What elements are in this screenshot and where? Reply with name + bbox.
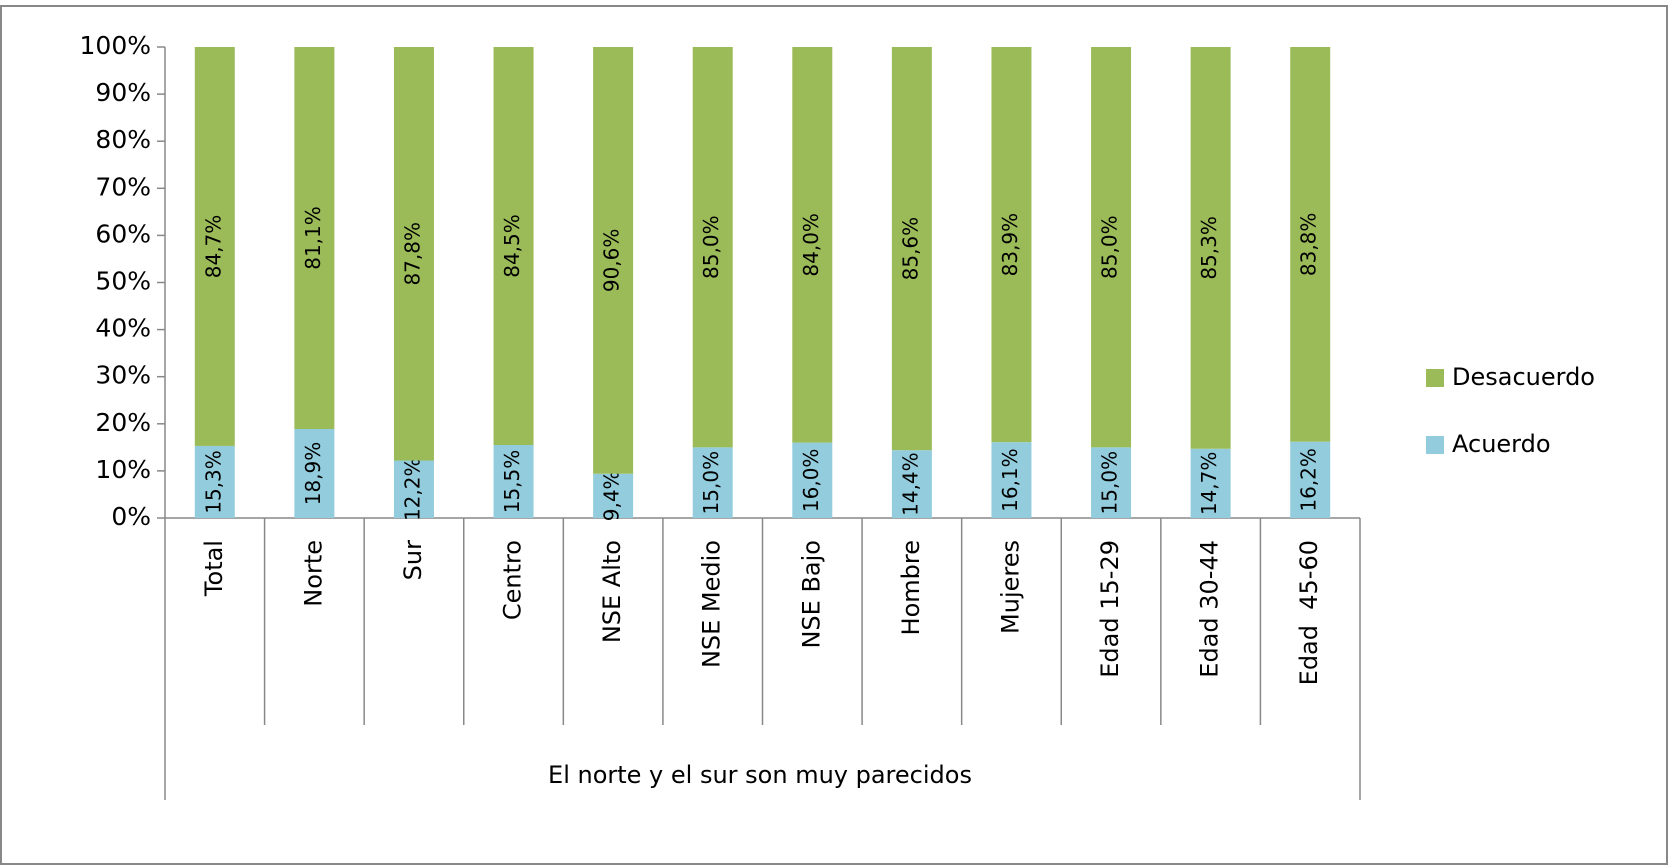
legend-swatch — [1426, 369, 1444, 387]
value-label: 9,4% — [600, 470, 624, 521]
value-label: 87,8% — [400, 222, 424, 286]
bar-segment — [493, 47, 534, 445]
x-tick-label: NSE Medio — [698, 540, 726, 668]
value-label: 15,0% — [699, 451, 723, 515]
value-label: 84,5% — [500, 214, 524, 278]
x-tick-label: Edad 15-29 — [1096, 540, 1124, 678]
y-tick-label: 20% — [95, 408, 151, 437]
value-label: 85,6% — [898, 217, 922, 281]
value-label: 14,4% — [898, 452, 922, 516]
bar-segment — [194, 445, 235, 518]
bar-segment — [991, 442, 1032, 518]
y-tick-label: 0% — [111, 502, 151, 531]
y-tick-label: 30% — [95, 361, 151, 390]
bar-segment — [593, 473, 634, 518]
y-tick-label: 100% — [80, 31, 151, 60]
y-tick-label: 60% — [95, 219, 151, 248]
legend-swatch — [1426, 436, 1444, 454]
value-label: 83,9% — [998, 213, 1022, 277]
value-label: 84,7% — [201, 215, 225, 279]
value-label: 81,1% — [301, 206, 325, 270]
bar-segment — [493, 444, 534, 518]
value-label: 14,7% — [1197, 452, 1221, 516]
bar-segment — [294, 428, 335, 518]
y-tick-label: 70% — [95, 172, 151, 201]
value-label: 18,9% — [301, 442, 325, 506]
y-tick-label: 90% — [95, 78, 151, 107]
value-label: 85,3% — [1197, 216, 1221, 280]
bar-segment — [294, 47, 335, 429]
bar-segment — [891, 450, 932, 518]
value-label: 15,3% — [201, 450, 225, 514]
bar-segment — [393, 460, 434, 518]
bar-segment — [1290, 441, 1331, 518]
bar-segment — [1190, 47, 1231, 449]
x-tick-label: Total — [200, 540, 228, 597]
value-label: 84,0% — [799, 213, 823, 277]
bar-segment — [991, 47, 1032, 443]
y-tick-label: 10% — [95, 455, 151, 484]
legend-label: Acuerdo — [1452, 430, 1551, 458]
value-label: 12,2% — [400, 457, 424, 521]
value-label: 83,8% — [1297, 213, 1321, 277]
x-tick-label: NSE Alto — [598, 540, 626, 643]
x-tick-label: Hombre — [897, 540, 925, 635]
legend-label: Desacuerdo — [1452, 363, 1595, 391]
x-group-label: El norte y el sur son muy parecidos — [548, 761, 972, 789]
chart-frame — [0, 5, 1668, 865]
x-tick-label: Sur — [399, 540, 427, 580]
value-label: 16,1% — [998, 448, 1022, 512]
y-tick-label: 80% — [95, 125, 151, 154]
bar-segment — [692, 47, 733, 448]
value-label: 15,5% — [500, 450, 524, 514]
bar-segment — [1091, 447, 1132, 518]
x-tick-label: Norte — [299, 540, 327, 607]
value-label: 16,2% — [1297, 448, 1321, 512]
x-tick-label: Edad 30-44 — [1196, 540, 1224, 678]
bar-segment — [194, 47, 235, 446]
bar-segment — [692, 447, 733, 518]
bar-segment — [891, 47, 932, 451]
bar-segment — [792, 442, 833, 518]
bar-segment — [1290, 47, 1331, 442]
value-label: 15,0% — [1098, 451, 1122, 515]
bar-segment — [1190, 448, 1231, 518]
y-tick-label: 40% — [95, 314, 151, 343]
bar-segment — [393, 47, 434, 461]
x-tick-label: Edad 45-60 — [1295, 540, 1323, 685]
bar-segment — [792, 47, 833, 443]
bar-segment — [1091, 47, 1132, 448]
y-tick-label: 50% — [95, 267, 151, 296]
value-label: 85,0% — [1098, 215, 1122, 279]
x-tick-label: Mujeres — [996, 540, 1024, 634]
bar-segment — [593, 47, 634, 474]
x-tick-label: Centro — [499, 540, 527, 620]
x-tick-label: NSE Bajo — [797, 540, 825, 649]
value-label: 90,6% — [600, 229, 624, 293]
value-label: 16,0% — [799, 449, 823, 513]
value-label: 85,0% — [699, 215, 723, 279]
